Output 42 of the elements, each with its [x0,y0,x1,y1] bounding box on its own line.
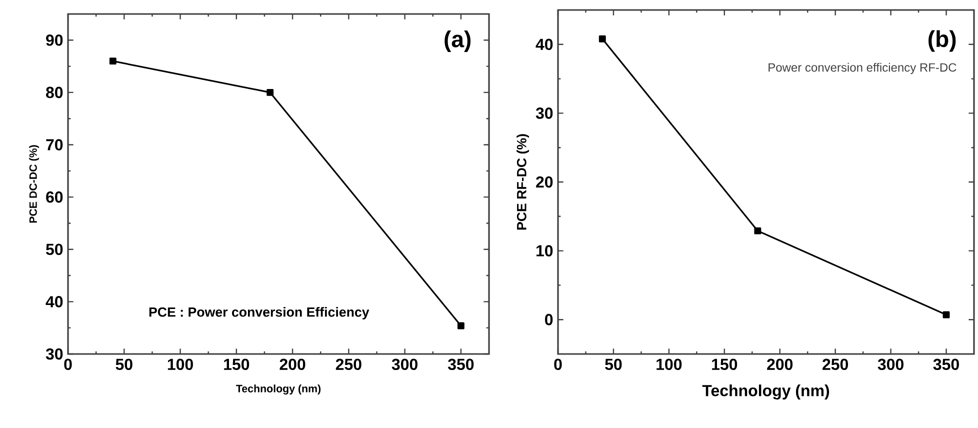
y-tick-label: 60 [46,191,63,203]
point [942,311,950,318]
point [266,88,274,96]
x-tick-label: 350 [448,358,474,370]
annotation: (b) [928,30,956,52]
y-tick-label: 40 [536,38,553,50]
annotation: Power conversion efficiency RF-DC [768,62,956,74]
point [754,227,762,234]
x-axis-title: Technology (nm) [236,384,321,395]
y-tick-label: 10 [536,245,553,256]
x-tick-label: 200 [767,358,793,370]
y-tick-label: 30 [46,348,63,360]
annotation: (a) [444,30,471,52]
point [598,35,606,42]
y-tick-label: 40 [46,296,63,308]
y-tick-label: 20 [536,176,553,188]
x-tick-label: 350 [933,358,959,370]
annotation: PCE : Power conversion Efficiency [149,306,370,320]
x-tick-label: 0 [554,358,562,370]
x-tick-label: 150 [712,358,738,370]
x-tick-label: 300 [392,358,418,370]
point [109,58,116,65]
x-tick-label: 250 [822,358,848,370]
x-tick-label: 300 [878,358,904,370]
x-tick-label: 200 [280,358,306,370]
y-tick-label: 50 [46,244,63,256]
y-axis-title: PCE RF-DC (%) [516,134,529,230]
point [457,322,464,330]
x-tick-label: 50 [605,358,622,370]
x-tick-label: 50 [116,358,132,370]
x-axis-title: Technology (nm) [702,384,830,400]
y-tick-label: 90 [46,34,63,46]
x-tick-label: 0 [64,358,72,370]
x-tick-label: 150 [224,358,250,370]
x-tick-label: 100 [168,358,193,370]
y-tick-label: 0 [545,314,553,326]
x-tick-label: 100 [656,358,682,370]
y-tick-label: 70 [46,139,63,150]
x-tick-label: 250 [336,358,362,370]
y-axis-title: PCE DC-DC (%) [29,145,40,223]
y-tick-label: 80 [46,86,63,98]
y-tick-label: 30 [536,108,553,119]
